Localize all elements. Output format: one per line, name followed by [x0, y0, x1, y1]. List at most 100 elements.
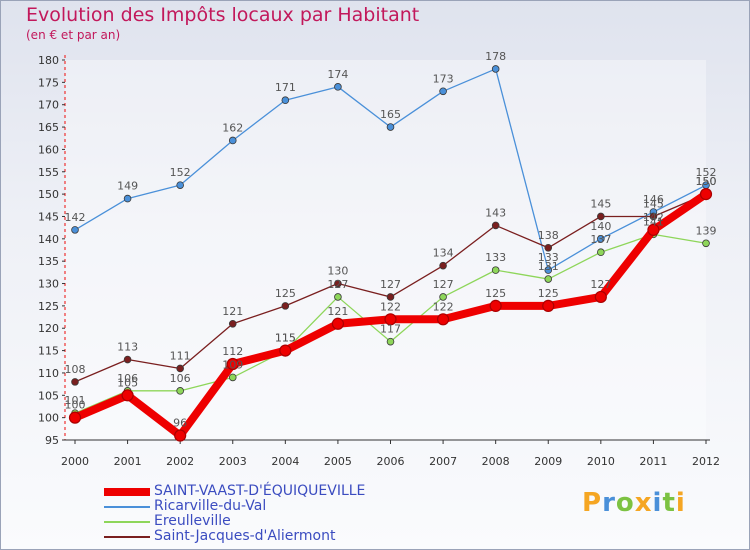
- series-1: [71, 65, 710, 274]
- data-label: 121: [327, 305, 348, 318]
- data-label: 127: [433, 278, 454, 291]
- data-point: [281, 96, 290, 105]
- y-tick-label: 175: [38, 76, 59, 89]
- y-tick-label: 145: [38, 210, 59, 223]
- data-point: [491, 65, 500, 73]
- y-tick-label: 100: [38, 412, 59, 425]
- data-label: 146: [643, 193, 664, 206]
- data-point: [594, 290, 607, 304]
- data-label: 137: [590, 233, 611, 246]
- x-tick-label: 2010: [587, 455, 615, 468]
- data-point: [71, 226, 79, 234]
- data-label: 131: [538, 260, 559, 273]
- data-label: 150: [696, 175, 717, 188]
- data-point: [334, 279, 342, 288]
- data-label: 152: [170, 166, 191, 179]
- x-tick-label: 2001: [114, 455, 142, 468]
- logo-letter: i: [652, 488, 663, 518]
- y-tick-label: 130: [38, 278, 59, 291]
- data-point: [597, 248, 605, 257]
- y-tick-label: 160: [38, 143, 59, 156]
- data-point: [226, 357, 239, 371]
- x-tick-label: 2007: [429, 455, 457, 468]
- data-point: [436, 313, 450, 326]
- data-point: [176, 364, 184, 373]
- data-point: [491, 221, 500, 230]
- x-tick-label: 2004: [271, 455, 299, 468]
- y-tick-label: 150: [38, 188, 59, 201]
- data-label: 173: [433, 72, 454, 85]
- legend-item: Ereulleville: [104, 514, 434, 529]
- data-label: 171: [275, 81, 296, 94]
- legend-label: Ricarville-du-Val: [154, 498, 267, 514]
- x-tick-label: 2003: [219, 455, 247, 468]
- data-label: 106: [117, 372, 138, 385]
- data-point: [491, 266, 500, 274]
- legend-label: Saint-Jacques-d'Aliermont: [154, 528, 336, 544]
- y-tick-label: 165: [38, 121, 59, 134]
- y-tick-label: 155: [38, 166, 59, 179]
- chart-title: Evolution des Impôts locaux par Habitant: [26, 4, 420, 26]
- y-tick-label: 135: [38, 255, 59, 268]
- legend-item: SAINT-VAAST-D'ÉQUIQUEVILLE: [104, 484, 434, 499]
- data-point: [334, 293, 342, 301]
- data-point: [176, 387, 184, 395]
- data-label: 106: [170, 372, 191, 385]
- data-label: 115: [275, 332, 296, 345]
- logo-letter: P: [582, 488, 603, 518]
- data-label: 113: [117, 341, 138, 354]
- x-tick-label: 2012: [692, 455, 720, 468]
- data-point: [699, 188, 713, 201]
- data-point: [228, 373, 237, 382]
- data-point: [174, 429, 187, 442]
- series-0: [68, 188, 713, 442]
- legend-item: Ricarville-du-Val: [104, 499, 434, 514]
- data-point: [542, 299, 555, 312]
- data-label: 109: [222, 358, 243, 371]
- data-point: [331, 317, 345, 330]
- data-point: [228, 136, 237, 145]
- x-tick-label: 2005: [324, 455, 352, 468]
- data-point: [123, 194, 132, 203]
- data-point: [544, 266, 553, 274]
- data-label: 127: [380, 278, 401, 291]
- data-point: [439, 293, 447, 301]
- data-label: 127: [590, 278, 611, 291]
- data-label: 162: [222, 121, 243, 134]
- data-point: [702, 239, 710, 248]
- y-tick-label: 180: [38, 54, 59, 67]
- data-point: [281, 302, 290, 310]
- data-label: 100: [65, 399, 86, 412]
- data-label: 115: [275, 332, 296, 345]
- data-point: [384, 313, 397, 326]
- logo-letter: o: [615, 488, 635, 518]
- x-tick-label: 2006: [377, 455, 405, 468]
- legend-swatch: [104, 535, 150, 538]
- data-label: 138: [538, 229, 559, 242]
- x-tick-label: 2008: [482, 455, 510, 468]
- data-point: [439, 87, 447, 96]
- data-label: 127: [327, 278, 348, 291]
- x-tick-label: 2009: [534, 455, 562, 468]
- data-label: 111: [170, 349, 191, 362]
- data-point: [597, 212, 605, 221]
- data-label: 130: [327, 265, 348, 278]
- data-point: [386, 337, 395, 346]
- data-label: 149: [117, 180, 138, 193]
- data-point: [544, 243, 553, 252]
- data-label: 112: [222, 345, 243, 358]
- x-tick-label: 2000: [61, 455, 89, 468]
- data-label: 96: [173, 417, 187, 430]
- logo-letter: r: [602, 488, 616, 518]
- data-point: [176, 181, 184, 189]
- data-point: [123, 355, 132, 364]
- data-label: 117: [380, 323, 401, 336]
- data-point: [597, 235, 605, 243]
- data-label: 108: [65, 363, 86, 376]
- y-tick-label: 120: [38, 322, 59, 335]
- data-label: 140: [590, 220, 611, 233]
- y-tick-label: 140: [38, 233, 59, 246]
- data-point: [544, 275, 553, 283]
- data-point: [334, 83, 342, 91]
